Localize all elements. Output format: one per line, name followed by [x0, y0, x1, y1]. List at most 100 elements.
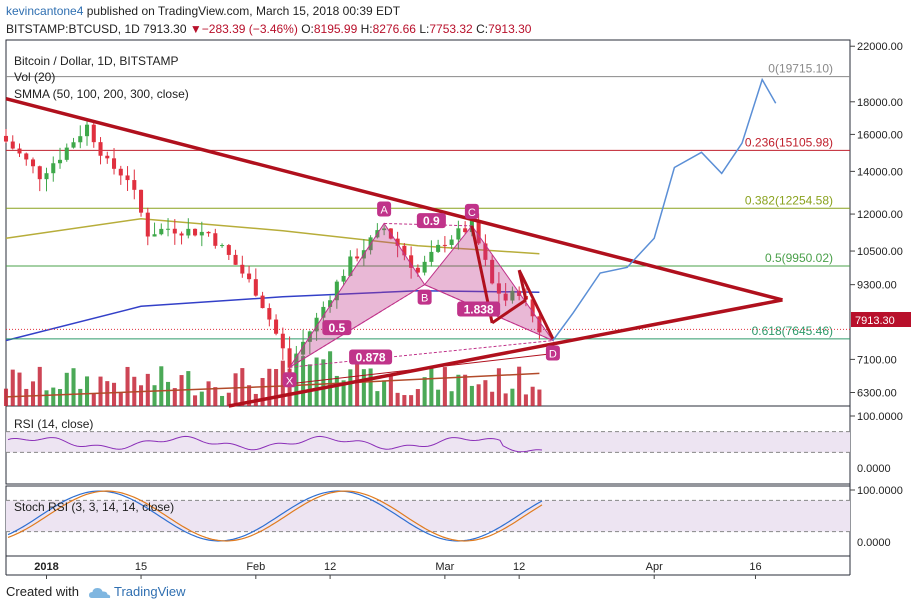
volume-bar — [456, 374, 461, 406]
stoch-band — [6, 500, 850, 532]
y-tick-label: 16000.00 — [857, 129, 903, 141]
candle-body — [152, 234, 157, 237]
candle-body — [496, 283, 501, 294]
candle-body — [64, 147, 69, 160]
legend-stoch: Stoch RSI (3, 3, 14, 14, close) — [14, 500, 174, 514]
x-tick-label: 2018 — [34, 561, 58, 573]
candle-body — [206, 231, 211, 234]
candle-body — [442, 244, 447, 246]
candle-body — [139, 189, 144, 213]
y-tick-label: 22000.00 — [857, 41, 903, 53]
candle-body — [159, 228, 164, 235]
candle-body — [490, 259, 495, 284]
volume-bar — [91, 393, 96, 406]
fib-level-label: 0.236(15105.98) — [745, 135, 833, 149]
candle-body — [199, 231, 204, 236]
volume-bar — [166, 381, 171, 406]
candle-body — [321, 306, 326, 318]
legend-smma: SMMA (50, 100, 200, 300, close) — [14, 87, 189, 101]
volume-bar — [274, 369, 279, 406]
volume-bar — [490, 391, 495, 406]
volume-bar — [233, 373, 238, 406]
y-tick-label: 7100.00 — [857, 354, 897, 366]
volume-bar — [84, 376, 90, 406]
harmonic-point-label: D — [549, 349, 557, 361]
y-tick-label: 14000.00 — [857, 166, 903, 178]
volume-bar — [247, 385, 252, 406]
candle-body — [166, 228, 171, 230]
ratio-label: 0.9 — [423, 214, 440, 228]
high-label: H: — [360, 22, 373, 36]
candle-body — [328, 300, 333, 307]
stoch-k-line — [7, 490, 543, 542]
y-tick-label: 18000.00 — [857, 97, 903, 109]
rsi-band — [6, 431, 850, 453]
candle-body — [415, 267, 420, 273]
candle-body — [314, 317, 319, 332]
volume-bar — [517, 366, 522, 406]
y-tick-label: 9300.00 — [857, 280, 897, 292]
candle-body — [530, 299, 535, 317]
x-tick-label: Apr — [646, 561, 663, 573]
trendline — [491, 298, 527, 325]
harmonic-point-badge — [545, 345, 560, 361]
x-tick-label: 15 — [135, 561, 147, 573]
projection-path — [552, 77, 777, 341]
ratio-label: 0.878 — [356, 350, 386, 364]
volume-bar — [409, 395, 414, 406]
candle-body — [17, 148, 22, 154]
harmonic-point-label: X — [286, 375, 294, 387]
candle-body — [233, 254, 238, 265]
harmonic-point-badge — [377, 201, 392, 217]
volume-bar — [510, 388, 515, 406]
publish-header: kevincantone4 published on TradingView.c… — [6, 4, 400, 18]
harmonic-point-badge — [464, 203, 479, 219]
candle-body — [193, 228, 198, 236]
volume-bar — [125, 366, 130, 406]
candle-body — [267, 308, 272, 320]
volume-bar — [442, 367, 447, 406]
candle-body — [382, 228, 387, 231]
volume-bar — [98, 376, 103, 406]
close-label: C: — [476, 22, 489, 36]
volume-bar — [328, 351, 333, 406]
author-link[interactable]: kevincantone4 — [6, 4, 84, 18]
volume-bar — [483, 380, 488, 406]
candle-body — [98, 142, 103, 156]
created-with-label: Created with — [6, 584, 79, 599]
volume-bar — [24, 388, 29, 406]
volume-bar — [152, 385, 157, 406]
symbol-name: BITSTAMP:BTCUSD, 1D — [6, 22, 140, 36]
open-value: 8195.99 — [313, 22, 358, 36]
volume-bar — [118, 392, 123, 406]
down-arrow-icon: ▼ — [189, 22, 202, 36]
volume-bar — [422, 377, 427, 406]
fib-level-label: 0.382(12254.58) — [745, 193, 833, 207]
volume-bar — [220, 395, 225, 406]
trendline — [517, 269, 555, 340]
volume-bar — [260, 377, 265, 406]
candle-body — [3, 135, 9, 142]
ratio-badge — [416, 213, 446, 229]
candle-body — [30, 159, 36, 167]
last-price-tag — [851, 312, 911, 327]
stoch-tick-label: 0.0000 — [857, 537, 891, 549]
low-value: 7753.32 — [429, 22, 473, 36]
tradingview-link[interactable]: TradingView — [114, 584, 186, 599]
publish-info: published on TradingView.com, March 15, … — [86, 4, 401, 18]
volume-bar — [436, 389, 441, 406]
rsi-tick-label: 100.0000 — [857, 411, 903, 423]
volume-bar — [206, 381, 211, 406]
volume-bar — [64, 372, 69, 406]
legend-title: Bitcoin / Dollar, 1D, BITSTAMP — [14, 54, 179, 68]
volume-bar — [334, 375, 339, 406]
x-tick-label: 16 — [749, 561, 761, 573]
legend-vol: Vol (20) — [14, 70, 55, 84]
open-label: O: — [301, 22, 314, 36]
candle-body — [436, 244, 441, 252]
candle-body — [125, 175, 130, 181]
volume-bar — [361, 369, 366, 406]
ratio-label: 1.838 — [464, 303, 494, 317]
volume-bar — [496, 368, 501, 406]
